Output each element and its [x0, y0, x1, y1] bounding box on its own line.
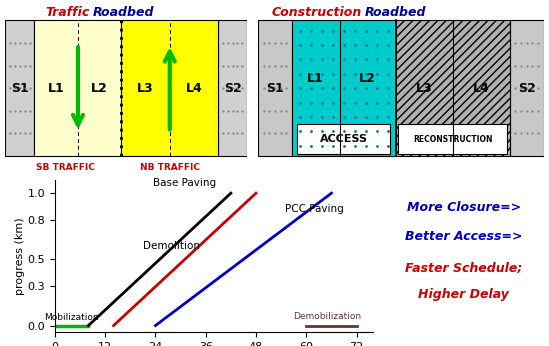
Text: Demobilization: Demobilization: [293, 312, 361, 321]
Text: S2: S2: [223, 82, 242, 95]
Text: NB TRAFFIC: NB TRAFFIC: [140, 163, 200, 172]
Text: L2: L2: [91, 82, 108, 95]
Text: S2: S2: [518, 82, 535, 95]
Text: SB TRAFFIC: SB TRAFFIC: [36, 163, 96, 172]
Text: L3: L3: [416, 82, 433, 95]
Text: L2: L2: [358, 72, 376, 84]
Text: PCC Paving: PCC Paving: [285, 204, 344, 214]
Bar: [5, 20, 35, 156]
Bar: [297, 124, 390, 154]
Text: More Closure=>: More Closure=>: [407, 201, 521, 214]
Bar: [292, 20, 396, 156]
Text: Faster Schedule;: Faster Schedule;: [405, 262, 523, 275]
Text: RECONSTRUCTION: RECONSTRUCTION: [413, 135, 492, 144]
Text: Mobilization: Mobilization: [44, 312, 99, 321]
Bar: [510, 20, 544, 156]
Text: Construction: Construction: [272, 7, 362, 19]
Bar: [35, 20, 121, 156]
Bar: [121, 20, 218, 156]
Bar: [218, 20, 247, 156]
Text: Base Paving: Base Paving: [153, 178, 216, 188]
Text: Higher Delay: Higher Delay: [418, 288, 509, 301]
Text: L4: L4: [186, 82, 202, 95]
Text: L3: L3: [137, 82, 154, 95]
Text: Better Access=>: Better Access=>: [405, 230, 523, 243]
Text: ACCESS: ACCESS: [320, 134, 368, 144]
Text: Roadbed: Roadbed: [365, 7, 426, 19]
Text: L1: L1: [48, 82, 65, 95]
Bar: [398, 124, 507, 154]
Text: Traffic: Traffic: [46, 7, 90, 19]
Text: Roadbed: Roadbed: [92, 7, 154, 19]
Text: L1: L1: [307, 72, 323, 84]
Y-axis label: progress (km): progress (km): [15, 217, 25, 295]
Bar: [258, 20, 292, 156]
Text: L4: L4: [473, 82, 490, 95]
Text: S1: S1: [11, 82, 29, 95]
Text: S1: S1: [266, 82, 284, 95]
Bar: [396, 20, 510, 156]
Text: Demolition: Demolition: [143, 241, 200, 251]
